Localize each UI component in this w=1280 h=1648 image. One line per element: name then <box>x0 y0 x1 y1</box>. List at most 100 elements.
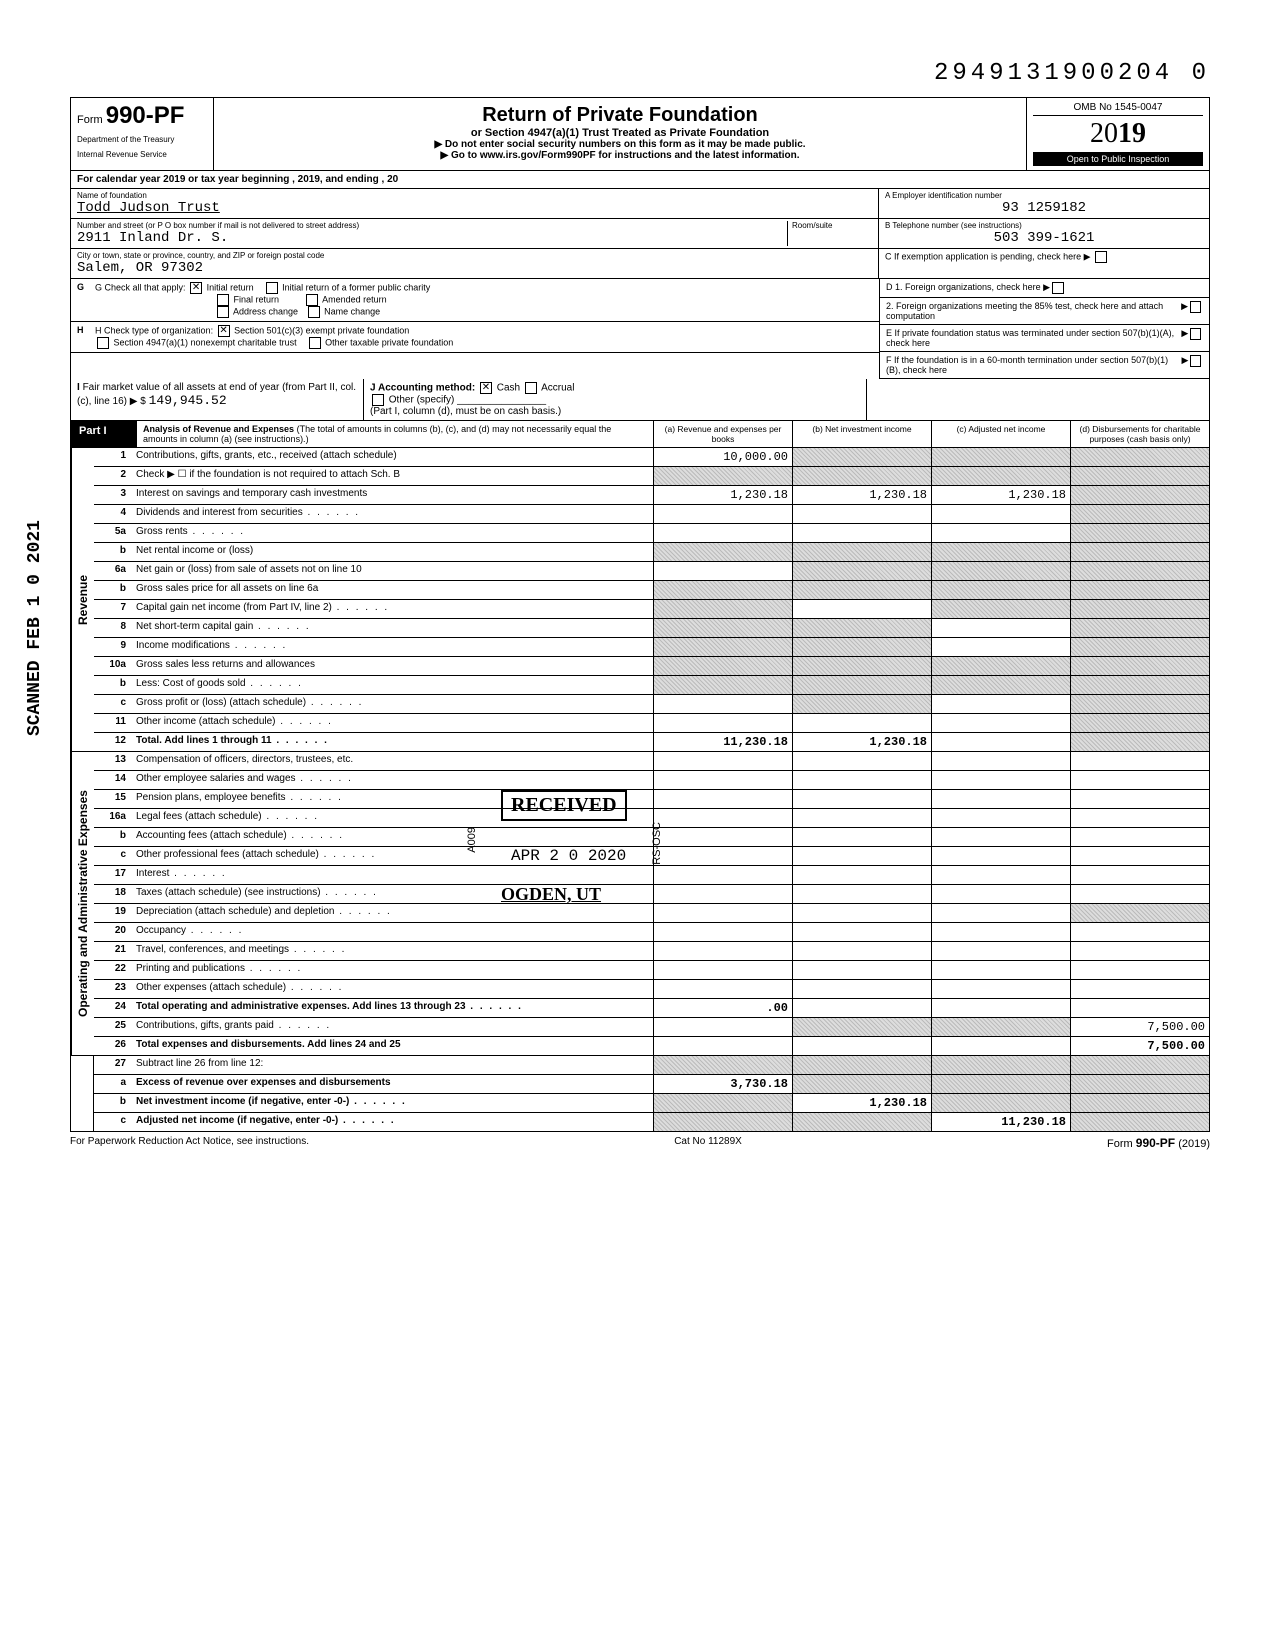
scanned-stamp: SCANNED FEB 1 0 2021 <box>25 520 45 736</box>
part1-label: Part I <box>71 421 137 447</box>
revenue-side-label: Revenue <box>71 448 94 751</box>
l27c-c: 11,230.18 <box>932 1113 1071 1131</box>
form-number: Form 990-PF <box>77 102 207 130</box>
street-address: 2911 Inland Dr. S. <box>77 230 787 246</box>
line-10a: Gross sales less returns and allowances <box>132 657 654 675</box>
form-title: Return of Private Foundation <box>220 104 1020 127</box>
accrual-checkbox[interactable] <box>525 382 537 394</box>
other-method-checkbox[interactable] <box>372 394 384 406</box>
l25-d: 7,500.00 <box>1071 1018 1209 1036</box>
line-10b: Less: Cost of goods sold <box>132 676 654 694</box>
addr-label: Number and street (or P O box number if … <box>77 221 787 230</box>
phone-label: B Telephone number (see instructions) <box>885 221 1203 230</box>
h-label: H <box>77 325 95 349</box>
col-a-header: (a) Revenue and expenses per books <box>654 421 793 447</box>
line-5b: Net rental income or (loss) <box>132 543 654 561</box>
line-17: Interest <box>132 866 654 884</box>
line-21: Travel, conferences, and meetings <box>132 942 654 960</box>
line-25: Contributions, gifts, grants paid <box>132 1018 654 1036</box>
cash-basis-note: (Part I, column (d), must be on cash bas… <box>370 406 561 417</box>
501c3-checkbox[interactable] <box>218 325 230 337</box>
room-label: Room/suite <box>792 221 872 230</box>
form-header: Form 990-PF Department of the Treasury I… <box>70 97 1210 171</box>
amended-return-label: Amended return <box>322 294 387 304</box>
l27a-a: 3,730.18 <box>654 1075 793 1093</box>
line-12: Total. Add lines 1 through 11 <box>132 733 654 751</box>
foreign-org-checkbox[interactable] <box>1052 282 1064 294</box>
line-10c: Gross profit or (loss) (attach schedule) <box>132 695 654 713</box>
calendar-year-line: For calendar year 2019 or tax year begin… <box>70 171 1210 189</box>
a009-stamp: A009 <box>466 827 478 853</box>
document-locator-number: 2949131900204 0 <box>70 60 1210 87</box>
final-return-checkbox[interactable] <box>217 294 229 306</box>
expenses-side-label: Operating and Administrative Expenses <box>71 752 94 1055</box>
line-24: Total operating and administrative expen… <box>132 999 654 1017</box>
received-date-stamp: APR 2 0 2020 <box>511 847 626 865</box>
foreign-85-checkbox[interactable] <box>1190 301 1201 313</box>
4947-label: Section 4947(a)(1) nonexempt charitable … <box>114 337 297 347</box>
f-label: F If the foundation is in a 60-month ter… <box>886 355 1179 375</box>
cash-checkbox[interactable] <box>480 382 492 394</box>
open-to-public: Open to Public Inspection <box>1033 152 1203 166</box>
ein-value: 93 1259182 <box>885 200 1203 216</box>
amended-return-checkbox[interactable] <box>306 294 318 306</box>
line-27c: Adjusted net income (if negative, enter … <box>132 1113 654 1131</box>
part1-header: Part I Analysis of Revenue and Expenses … <box>70 421 1210 448</box>
rs-osc-stamp: RS-OSC <box>651 822 663 865</box>
section-g-h: G G Check all that apply: Initial return… <box>70 279 1210 379</box>
city-state-zip: Salem, OR 97302 <box>77 260 872 276</box>
d1-label: D 1. Foreign organizations, check here <box>886 282 1041 294</box>
60-month-checkbox[interactable] <box>1190 355 1201 367</box>
foundation-name: Todd Judson Trust <box>77 200 872 216</box>
line-27: Subtract line 26 from line 12: <box>132 1056 654 1074</box>
l12-b: 1,230.18 <box>793 733 932 751</box>
address-change-checkbox[interactable] <box>217 306 229 318</box>
4947-checkbox[interactable] <box>97 337 109 349</box>
line-27b: Net investment income (if negative, ente… <box>132 1094 654 1112</box>
line-23: Other expenses (attach schedule) <box>132 980 654 998</box>
page-footer: For Paperwork Reduction Act Notice, see … <box>70 1132 1210 1150</box>
g-label: G <box>77 282 95 318</box>
name-change-label: Name change <box>324 306 380 316</box>
section-i-j: I Fair market value of all assets at end… <box>70 379 1210 421</box>
l3-a: 1,230.18 <box>654 486 793 504</box>
name-label: Name of foundation <box>77 191 872 200</box>
l27b-b: 1,230.18 <box>793 1094 932 1112</box>
name-change-checkbox[interactable] <box>308 306 320 318</box>
exemption-pending-checkbox[interactable] <box>1095 251 1107 263</box>
line-1: Contributions, gifts, grants, etc., rece… <box>132 448 654 466</box>
l12-a: 11,230.18 <box>654 733 793 751</box>
l24-a: .00 <box>654 999 793 1017</box>
address-change-label: Address change <box>233 306 298 316</box>
omb-number: OMB No 1545-0047 <box>1033 102 1203 116</box>
line-6b: Gross sales price for all assets on line… <box>132 581 654 599</box>
part1-title: Analysis of Revenue and Expenses <box>143 424 294 434</box>
dept-irs: Internal Revenue Service <box>77 151 207 160</box>
other-taxable-checkbox[interactable] <box>309 337 321 349</box>
initial-former-checkbox[interactable] <box>266 282 278 294</box>
expenses-section: Operating and Administrative Expenses 13… <box>70 752 1210 1056</box>
col-d-header: (d) Disbursements for charitable purpose… <box>1071 421 1209 447</box>
d2-label: 2. Foreign organizations meeting the 85%… <box>886 301 1179 321</box>
exemption-pending-label: C If exemption application is pending, c… <box>885 251 1091 261</box>
h-text: H Check type of organization: <box>95 325 213 335</box>
line-5a: Gross rents <box>132 524 654 542</box>
paperwork-notice: For Paperwork Reduction Act Notice, see … <box>70 1136 309 1150</box>
phone-value: 503 399-1621 <box>885 230 1203 246</box>
line-13: Compensation of officers, directors, tru… <box>132 752 654 770</box>
l3-b: 1,230.18 <box>793 486 932 504</box>
received-stamp: RECEIVED <box>501 790 627 821</box>
l26-d: 7,500.00 <box>1071 1037 1209 1055</box>
accrual-label: Accrual <box>541 383 574 394</box>
g-text: G Check all that apply: <box>95 282 186 292</box>
status-terminated-checkbox[interactable] <box>1190 328 1201 340</box>
line-6a: Net gain or (loss) from sale of assets n… <box>132 562 654 580</box>
other-taxable-label: Other taxable private foundation <box>325 337 453 347</box>
line-16b: Accounting fees (attach schedule) <box>132 828 654 846</box>
footer-form-number: 990-PF <box>1136 1136 1175 1150</box>
line-27-section: 27Subtract line 26 from line 12: aExcess… <box>70 1056 1210 1132</box>
col-c-header: (c) Adjusted net income <box>932 421 1071 447</box>
initial-return-label: Initial return <box>207 282 254 292</box>
initial-return-checkbox[interactable] <box>190 282 202 294</box>
tax-year: 2019 <box>1033 120 1203 148</box>
